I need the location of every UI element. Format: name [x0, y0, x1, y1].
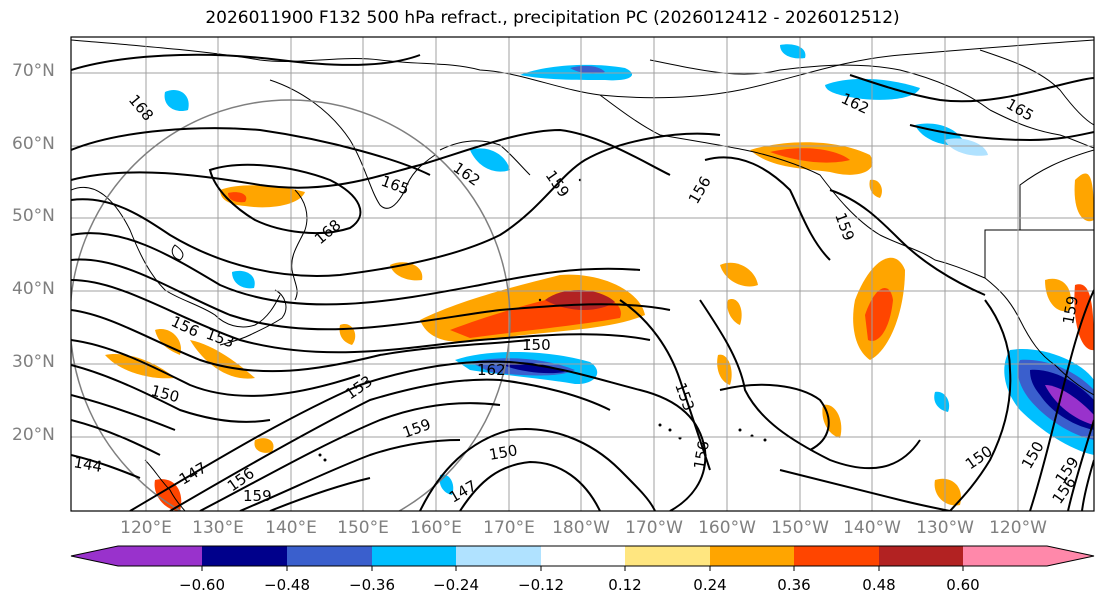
- contour-label: 159: [243, 487, 272, 505]
- reference-circle: [71, 99, 511, 511]
- lat-label: 60°N: [12, 134, 55, 154]
- lon-label: 130°E: [192, 518, 244, 538]
- contour-label: 144: [72, 453, 103, 476]
- contour-label: 162: [477, 361, 506, 379]
- graticule: [71, 37, 1094, 511]
- lat-label: 70°N: [12, 61, 55, 81]
- colorbar-tick-label: −0.48: [264, 576, 310, 594]
- lon-label: 160°E: [410, 518, 462, 538]
- colorbar-tick-label: −0.36: [349, 576, 395, 594]
- colorbar-tick-label: 0.24: [693, 576, 727, 594]
- lon-label: 140°W: [843, 518, 901, 538]
- colorbar-tick-label: −0.24: [433, 576, 479, 594]
- colorbar-tick-label: −0.12: [518, 576, 564, 594]
- colorbar-tick-label: −0.60: [179, 576, 225, 594]
- lat-label: 50°N: [12, 206, 55, 226]
- map-title: 2026011900 F132 500 hPa refract., precip…: [205, 8, 900, 28]
- lon-label: 180°W: [552, 518, 610, 538]
- colorbar-tick-label: 0.12: [608, 576, 642, 594]
- contour-label: 150: [488, 441, 519, 464]
- coastlines: [71, 39, 1094, 511]
- lon-label: 130°W: [916, 518, 974, 538]
- lon-label: 170°W: [625, 518, 683, 538]
- colorbar: [70, 545, 1095, 571]
- lat-label: 30°N: [12, 352, 55, 372]
- lat-label: 40°N: [12, 279, 55, 299]
- map-frame: [70, 36, 1095, 512]
- colorbar-tick-label: 0.36: [777, 576, 811, 594]
- map-plot-area: [71, 37, 1094, 511]
- lat-label: 20°N: [12, 425, 55, 445]
- colorbar-tick-label: 0.48: [862, 576, 896, 594]
- colorbar-tick-label: 0.60: [946, 576, 980, 594]
- contour-label: 159: [1059, 294, 1082, 325]
- lon-label: 140°E: [265, 518, 317, 538]
- lon-label: 160°W: [698, 518, 756, 538]
- height-contours: [71, 53, 1094, 511]
- lon-label: 120°W: [989, 518, 1047, 538]
- lon-label: 120°E: [120, 518, 172, 538]
- contour-label: 156: [690, 439, 713, 470]
- lon-label: 150°W: [771, 518, 829, 538]
- contour-label: 150: [522, 336, 551, 354]
- lon-label: 170°E: [483, 518, 535, 538]
- lon-label: 150°E: [337, 518, 389, 538]
